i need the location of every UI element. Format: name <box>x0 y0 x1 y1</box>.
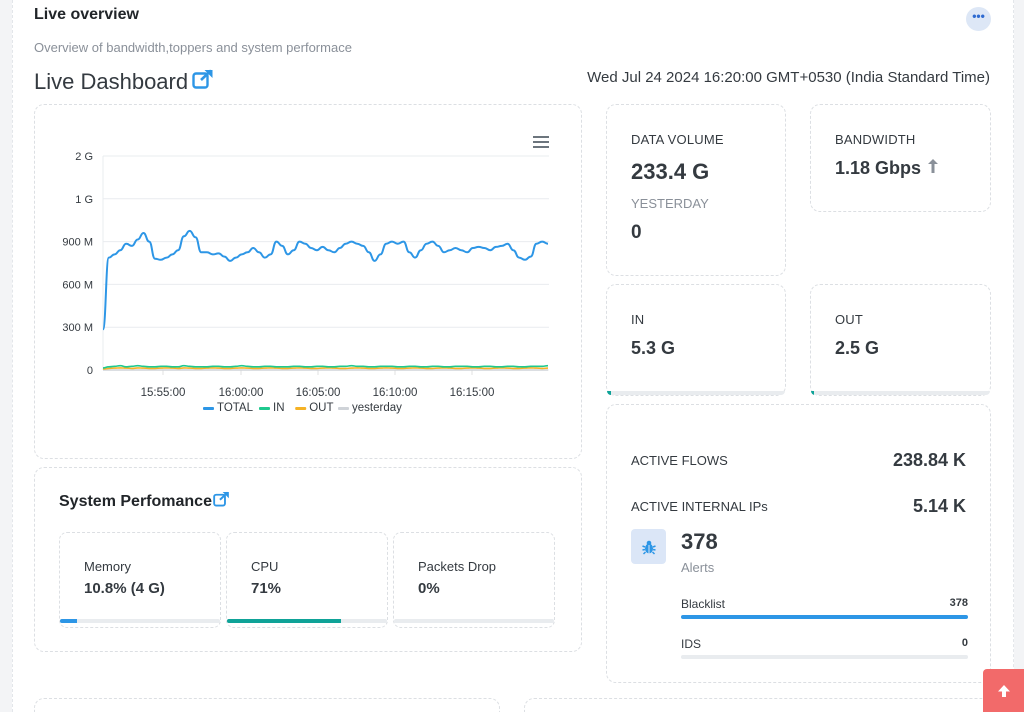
bandwidth-label: BANDWIDTH <box>835 132 916 147</box>
system-performance-title: System Perfomance <box>59 491 230 512</box>
memory-progress <box>60 619 220 623</box>
x-tick-label: 16:00:00 <box>219 387 264 399</box>
in-traffic-card: IN 5.3 G <box>606 284 786 396</box>
active-flows-card: ACTIVE FLOWS 238.84 K ACTIVE INTERNAL IP… <box>606 404 991 683</box>
alerts-count: 378 <box>681 529 718 554</box>
in-progress-bar <box>607 391 785 395</box>
cpu-progress <box>227 619 387 623</box>
memory-box: Memory 10.8% (4 G) <box>59 532 221 628</box>
y-tick-label: 1 G <box>75 194 93 206</box>
current-timestamp: Wed Jul 24 2024 16:20:00 GMT+0530 (India… <box>587 69 990 86</box>
y-tick-label: 600 M <box>62 279 93 291</box>
packets-drop-label: Packets Drop <box>418 559 497 574</box>
blacklist-value: 378 <box>949 597 968 609</box>
y-tick-label: 900 M <box>62 237 93 249</box>
chart-menu-icon[interactable] <box>533 136 549 148</box>
bandwidth-chart-card: 2 G 1 G 900 M 600 M 300 M 0 15:55:00 16:00:00 16… <box>34 104 582 459</box>
bandwidth-line-chart: 2 G 1 G 900 M 600 M 300 M 0 15:55:00 16:00:00 16… <box>62 151 549 414</box>
yesterday-label: YESTERDAY <box>631 196 709 211</box>
external-link-icon[interactable] <box>192 69 214 95</box>
y-tick-label: 2 G <box>75 151 93 163</box>
cpu-value: 71% <box>251 580 282 597</box>
y-tick-label: 0 <box>87 365 93 377</box>
bug-icon <box>631 529 666 564</box>
scroll-to-top-button[interactable] <box>983 669 1024 712</box>
data-volume-card: DATA VOLUME 233.4 G YESTERDAY 0 <box>606 104 786 276</box>
ids-label: IDS <box>681 637 702 651</box>
memory-value: 10.8% (4 G) <box>84 580 165 597</box>
system-performance-card: System Perfomance Memory 10.8% (4 G) CPU… <box>34 467 582 652</box>
legend-marker-in <box>259 407 270 410</box>
blacklist-progress <box>681 615 968 619</box>
legend-marker-yesterday <box>338 407 349 410</box>
arrow-up-icon <box>998 684 1010 697</box>
legend-label-total: TOTAL <box>217 402 254 414</box>
packets-drop-value: 0% <box>418 580 440 597</box>
active-flows-value: 238.84 K <box>892 450 966 470</box>
active-ips-value: 5.14 K <box>912 496 966 516</box>
series-line-out <box>102 367 549 370</box>
active-ips-label: ACTIVE INTERNAL IPs <box>631 499 768 514</box>
bandwidth-value-row: 1.18 Gbps <box>835 158 939 179</box>
bandwidth-card: BANDWIDTH 1.18 Gbps <box>810 104 991 212</box>
packets-drop-progress <box>394 619 554 623</box>
x-tick-label: 16:15:00 <box>450 387 495 399</box>
legend-label-in: IN <box>273 402 285 414</box>
out-traffic-card: OUT 2.5 G <box>810 284 991 396</box>
ids-value: 0 <box>961 637 968 649</box>
series-line-in <box>102 364 549 369</box>
legend-marker-total <box>203 407 214 410</box>
packets-drop-box: Packets Drop 0% <box>393 532 555 628</box>
page-title: Live overview <box>34 6 139 23</box>
out-label: OUT <box>835 312 864 327</box>
x-tick-label: 16:10:00 <box>373 387 418 399</box>
x-tick-label: 15:55:00 <box>141 387 186 399</box>
bandwidth-value: 1.18 Gbps <box>835 158 922 178</box>
memory-label: Memory <box>84 559 131 574</box>
system-performance-title-text: System Perfomance <box>59 492 212 510</box>
alerts-label: Alerts <box>681 560 715 575</box>
in-label: IN <box>631 312 645 327</box>
legend-label-out: OUT <box>309 402 333 414</box>
cpu-box: CPU 71% <box>226 532 388 628</box>
dashboard-title: Live Dashboard <box>34 69 214 95</box>
more-options-button[interactable]: ••• <box>966 7 991 31</box>
dashboard-title-text: Live Dashboard <box>34 69 189 94</box>
bottom-card-right <box>524 698 991 712</box>
cpu-label: CPU <box>251 559 279 574</box>
out-progress-bar <box>811 391 990 395</box>
out-value: 2.5 G <box>835 338 880 358</box>
series-line-total <box>102 229 549 331</box>
y-tick-label: 300 M <box>62 322 93 334</box>
page-subtitle: Overview of bandwidth,toppers and system… <box>34 40 352 55</box>
legend-marker-out <box>295 407 307 410</box>
blacklist-label: Blacklist <box>681 597 726 611</box>
bottom-card-left <box>34 698 500 712</box>
data-volume-value: 233.4 G <box>631 159 710 184</box>
data-volume-label: DATA VOLUME <box>631 132 724 147</box>
yesterday-value: 0 <box>631 222 642 243</box>
active-flows-label: ACTIVE FLOWS <box>631 453 728 468</box>
in-value: 5.3 G <box>631 338 676 358</box>
trend-up-icon <box>927 158 939 179</box>
legend-label-yesterday: yesterday <box>352 402 402 414</box>
ids-progress <box>681 655 968 659</box>
x-tick-label: 16:05:00 <box>296 387 341 399</box>
external-link-icon[interactable] <box>213 491 230 512</box>
